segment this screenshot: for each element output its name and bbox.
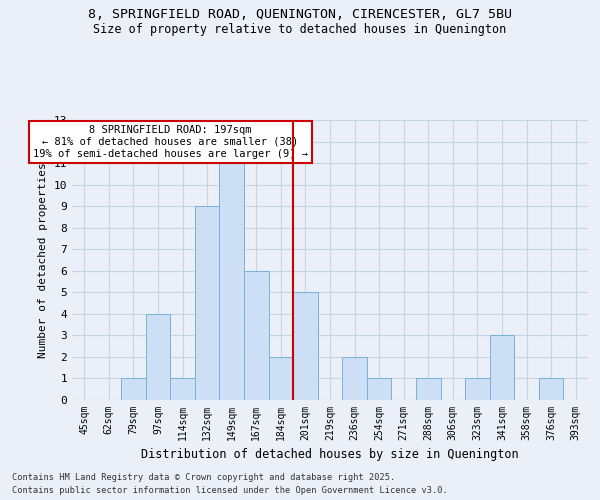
Text: Size of property relative to detached houses in Quenington: Size of property relative to detached ho… <box>94 22 506 36</box>
Bar <box>170 378 195 400</box>
Y-axis label: Number of detached properties: Number of detached properties <box>38 162 48 358</box>
Bar <box>244 271 269 400</box>
Text: 8 SPRINGFIELD ROAD: 197sqm
← 81% of detached houses are smaller (38)
19% of semi: 8 SPRINGFIELD ROAD: 197sqm ← 81% of deta… <box>33 126 308 158</box>
Bar <box>146 314 170 400</box>
Bar <box>539 378 563 400</box>
Bar <box>121 378 146 400</box>
Text: Contains public sector information licensed under the Open Government Licence v3: Contains public sector information licen… <box>12 486 448 495</box>
Bar <box>416 378 440 400</box>
Bar <box>195 206 220 400</box>
Text: 8, SPRINGFIELD ROAD, QUENINGTON, CIRENCESTER, GL7 5BU: 8, SPRINGFIELD ROAD, QUENINGTON, CIRENCE… <box>88 8 512 20</box>
Bar <box>490 336 514 400</box>
Bar <box>269 357 293 400</box>
Bar <box>293 292 318 400</box>
X-axis label: Distribution of detached houses by size in Quenington: Distribution of detached houses by size … <box>141 448 519 462</box>
Bar <box>465 378 490 400</box>
Bar <box>367 378 391 400</box>
Text: Contains HM Land Registry data © Crown copyright and database right 2025.: Contains HM Land Registry data © Crown c… <box>12 474 395 482</box>
Bar <box>342 357 367 400</box>
Bar <box>220 163 244 400</box>
